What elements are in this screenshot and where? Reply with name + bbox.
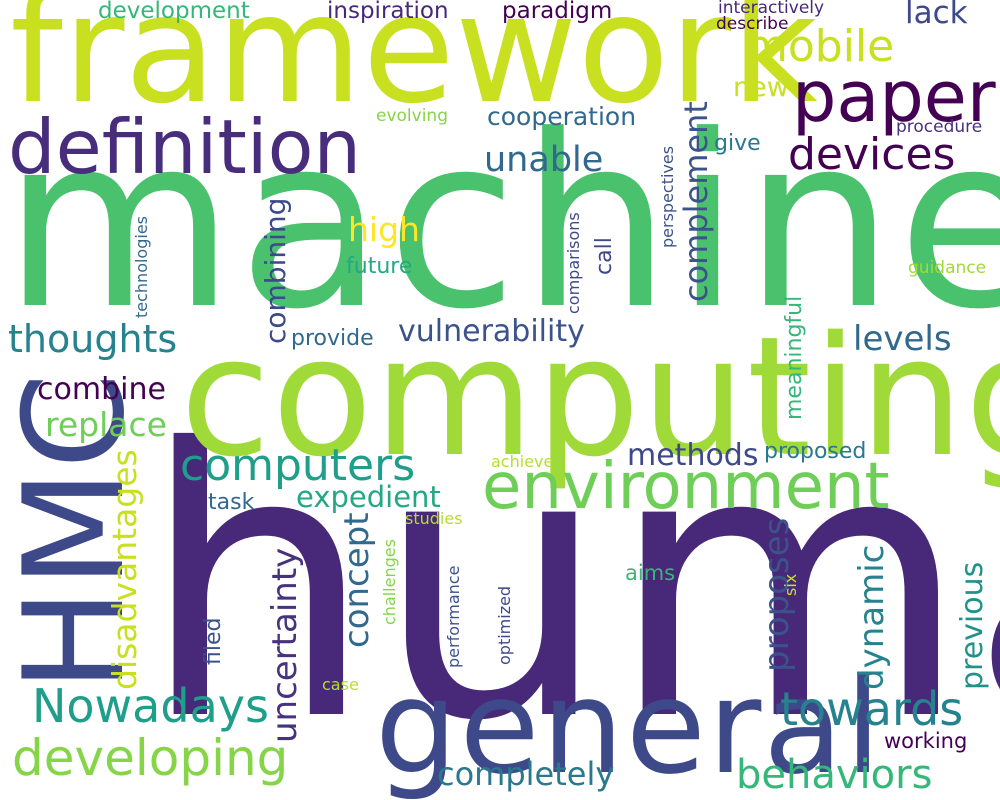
word-achieve: achieve	[491, 452, 554, 471]
word-performance: performance	[444, 565, 463, 668]
word-levels: levels	[853, 319, 952, 359]
word-combining: combining	[259, 197, 292, 344]
word-towards: towards	[780, 682, 964, 736]
word-developing: developing	[12, 729, 289, 787]
word-inspiration: inspiration	[327, 0, 449, 24]
word-previous: previous	[955, 561, 990, 690]
word-high: high	[348, 210, 420, 249]
word-disadvantages: disadvantages	[105, 449, 144, 690]
word-optimized: optimized	[495, 585, 514, 665]
word-meaningful: meaningful	[782, 295, 807, 420]
word-technologies: technologies	[132, 216, 151, 318]
word-vulnerability: vulnerability	[398, 314, 585, 349]
word-expedient: expedient	[296, 480, 441, 514]
word-cooperation: cooperation	[487, 102, 637, 131]
word-task: task	[208, 490, 255, 515]
word-interactively: interactively	[718, 0, 825, 18]
word-environment: environment	[482, 450, 890, 524]
word-describe: describe	[716, 14, 789, 34]
word-uncertainty: uncertainty	[265, 547, 305, 743]
word-computers: computers	[180, 440, 416, 491]
word-filed: filed	[201, 617, 226, 665]
word-thoughts: thoughts	[8, 317, 178, 361]
word-paper: paper	[792, 56, 996, 138]
word-future: future	[346, 254, 413, 279]
word-concept: concept	[337, 512, 377, 648]
word-behaviors: behaviors	[736, 752, 933, 798]
word-call: call	[592, 237, 617, 275]
word-computing: computing	[180, 301, 1000, 493]
word-guidance: guidance	[908, 258, 987, 278]
word-provide: provide	[291, 326, 374, 351]
word-six: six	[781, 573, 800, 596]
word-definition: definition	[8, 103, 362, 191]
word-give: give	[714, 131, 761, 156]
word-general: general	[375, 651, 884, 800]
word-nowadays: Nowadays	[32, 679, 269, 733]
word-human: human	[140, 372, 1000, 800]
word-complement: complement	[677, 101, 715, 302]
word-new: new	[733, 72, 789, 103]
word-evolving: evolving	[376, 106, 448, 126]
word-unable: unable	[484, 140, 604, 180]
word-working: working	[884, 729, 968, 753]
word-methods: methods	[627, 438, 759, 473]
word-case: case	[322, 675, 359, 694]
word-dynamic: dynamic	[852, 544, 892, 690]
word-framework: framework	[10, 0, 818, 137]
word-devices: devices	[788, 129, 956, 180]
word-paradigm: paradigm	[502, 0, 613, 24]
word-perspectives: perspectives	[658, 145, 677, 248]
word-aims: aims	[625, 561, 676, 585]
word-completely: completely	[437, 755, 615, 793]
word-development: development	[98, 0, 250, 24]
word-combine: combine	[37, 372, 166, 407]
word-machine: machine	[3, 85, 1000, 362]
word-replace: replace	[45, 405, 167, 444]
word-challenges: challenges	[380, 539, 399, 625]
word-proposed: proposed	[764, 439, 867, 464]
word-mobile: mobile	[745, 21, 895, 72]
word-lack: lack	[905, 0, 968, 31]
word-studies: studies	[405, 509, 463, 528]
word-comparisons: comparisons	[564, 212, 583, 314]
word-procedure: procedure	[896, 117, 983, 137]
